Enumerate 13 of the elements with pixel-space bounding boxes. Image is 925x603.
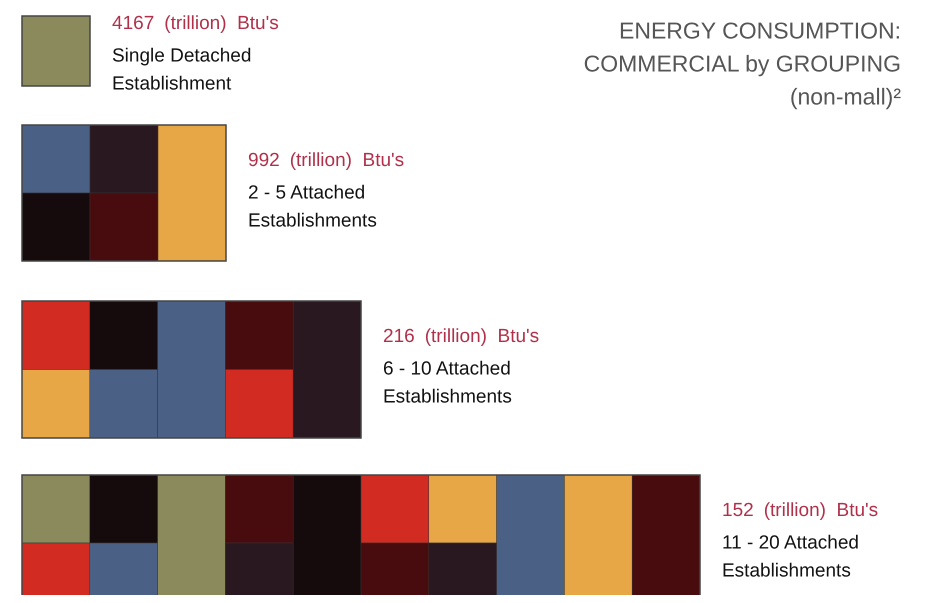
category-label: Single Detached Establishment (112, 46, 252, 94)
category-label: 6 - 10 Attached Establishments (383, 358, 512, 408)
data-label: 992 (248, 150, 280, 171)
text: (trillion) Btu's (290, 150, 404, 171)
data-label: 216 (383, 326, 415, 347)
text: (trillion) Btu's (164, 13, 279, 34)
text: (trillion) Btu's (764, 500, 878, 521)
category-label: 2 - 5 Attached Establishments (248, 182, 377, 232)
text: (trillion) Btu's (424, 326, 540, 347)
data-label: 4167 (112, 13, 154, 34)
data-label: 152 (722, 500, 754, 521)
category-label: 11 - 20 Attached Establishments (722, 532, 859, 582)
text: ENERGY CONSUMPTION: COMMERCIAL by GROUPING (non-mall)² (584, 18, 902, 110)
